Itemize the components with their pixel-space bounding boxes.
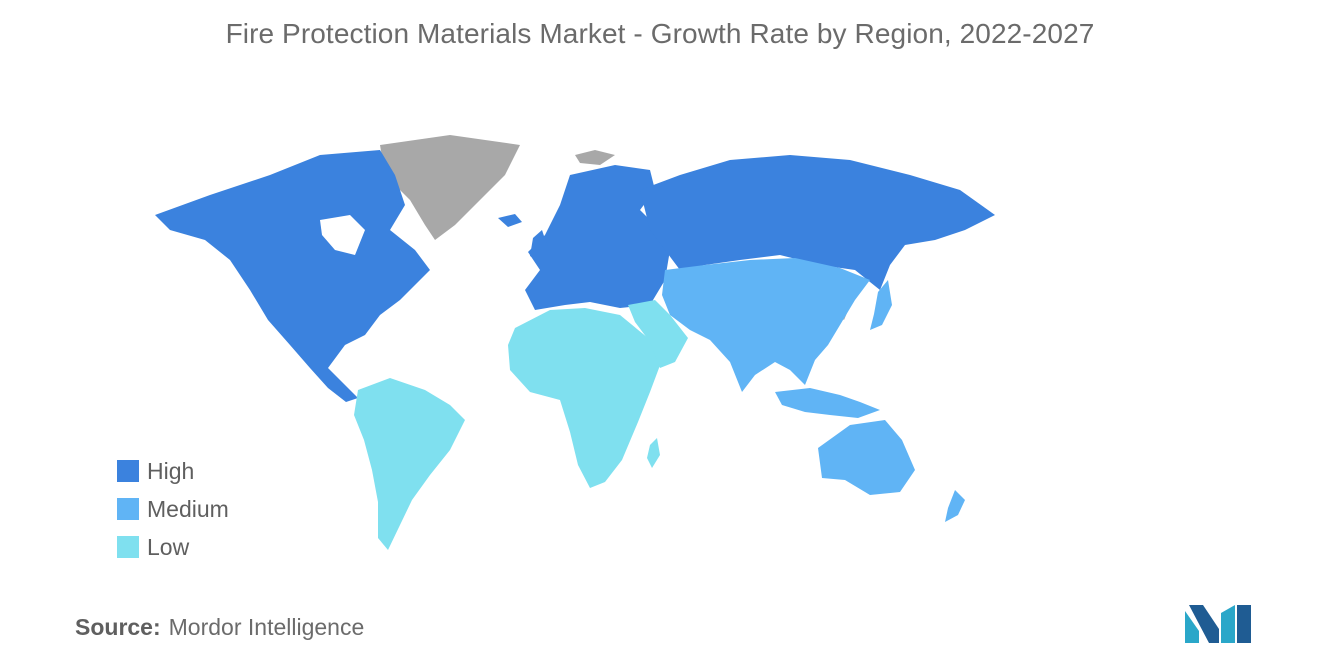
- world-map: [155, 135, 995, 550]
- madagascar: [647, 438, 660, 468]
- legend-swatch-medium: [117, 498, 139, 520]
- source-value: Mordor Intelligence: [168, 614, 365, 640]
- chart-title: Fire Protection Materials Market - Growt…: [225, 18, 1095, 49]
- legend-label-high: High: [147, 457, 195, 484]
- legend-label-medium: Medium: [147, 495, 229, 522]
- legend-item-high: High: [117, 452, 229, 490]
- uk: [530, 230, 548, 262]
- iceland: [498, 214, 522, 227]
- region-high: [155, 150, 995, 402]
- middle-east: [628, 300, 688, 368]
- region-medium: [662, 258, 965, 522]
- source-label: Source:: [75, 614, 161, 640]
- mordor-intelligence-logo-icon: [1185, 605, 1251, 643]
- legend: High Medium Low: [117, 452, 229, 566]
- region-low: [354, 300, 688, 550]
- europe: [525, 165, 670, 310]
- asia: [662, 258, 870, 392]
- legend-label-low: Low: [147, 533, 190, 560]
- source-note: Source: Mordor Intelligence: [75, 614, 364, 641]
- new-zealand: [945, 490, 965, 522]
- southeast-asia: [775, 388, 880, 418]
- russia: [640, 155, 995, 290]
- svalbard: [575, 150, 615, 165]
- japan: [870, 280, 892, 330]
- south-america: [354, 378, 465, 550]
- legend-item-medium: Medium: [117, 490, 229, 528]
- north-america: [155, 150, 430, 402]
- africa: [508, 308, 662, 488]
- legend-item-low: Low: [117, 528, 229, 566]
- greenland: [380, 135, 520, 240]
- legend-swatch-low: [117, 536, 139, 558]
- australia: [818, 420, 915, 495]
- legend-swatch-high: [117, 460, 139, 482]
